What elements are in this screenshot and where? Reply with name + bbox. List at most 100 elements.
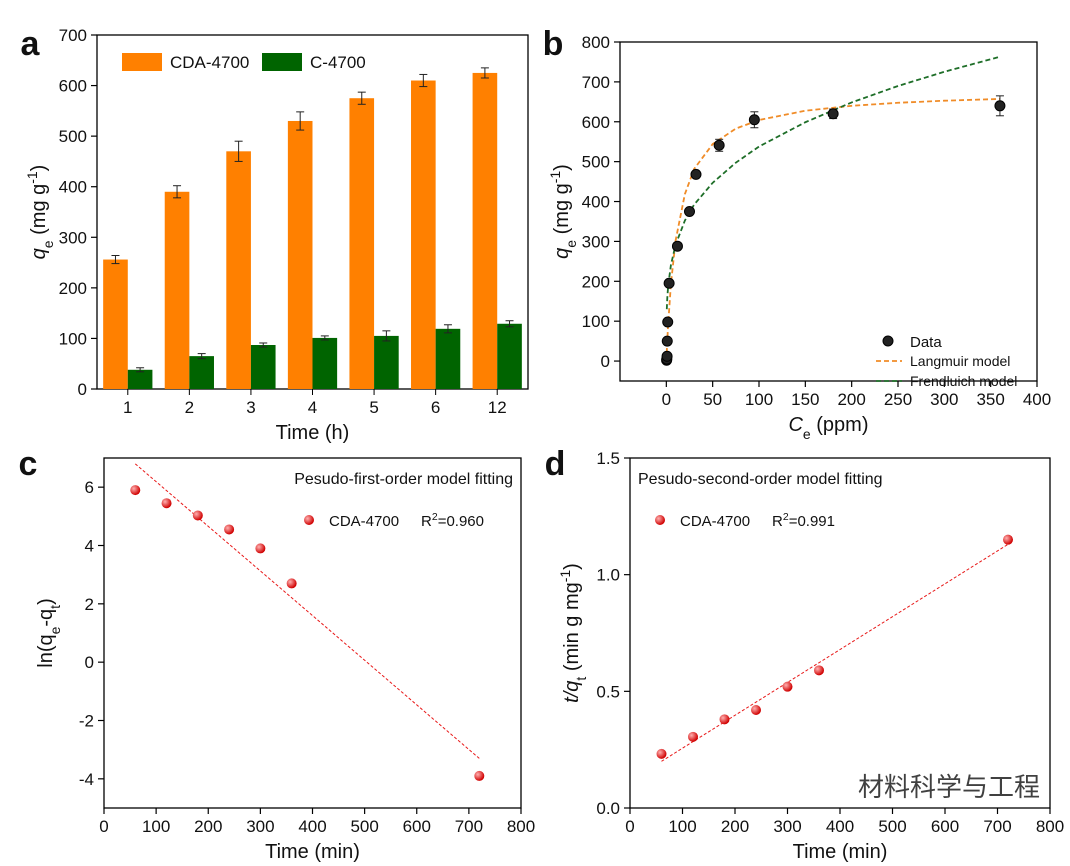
y-tick-label: 0.5: [596, 682, 620, 701]
bar: [189, 356, 214, 389]
plot-frame: [103, 457, 522, 809]
data-point: [656, 748, 667, 759]
x-tick-label: 200: [721, 817, 749, 836]
fit-line: [134, 463, 480, 759]
y-tick-label: 800: [582, 33, 610, 52]
x-tick-label: 0: [99, 817, 108, 836]
data-point: [286, 578, 297, 589]
label-part: e: [40, 240, 56, 248]
data-point: [130, 485, 141, 496]
legend-label: Frendluich model: [910, 373, 1017, 389]
y-tick-label: 2: [85, 595, 94, 614]
watermark: 材料科学与工程: [858, 772, 1040, 802]
x-tick-label: 700: [455, 817, 483, 836]
x-tick-label: 600: [931, 817, 959, 836]
label-part: (ppm): [811, 414, 869, 436]
data-point: [719, 714, 730, 725]
y-axis-label: ln(qe-qt): [35, 598, 63, 668]
label-part: -q: [35, 609, 57, 627]
label-part: (mg g: [28, 184, 50, 241]
x-tick-label: 0: [625, 817, 634, 836]
bar: [103, 259, 128, 389]
data-point: [782, 681, 793, 692]
label-part: ): [35, 598, 57, 605]
plot-frame: [629, 457, 1051, 809]
data-point: [994, 100, 1006, 112]
x-tick-label: 250: [884, 390, 912, 409]
x-tick-label: 500: [878, 817, 906, 836]
y-tick-label: 700: [582, 73, 610, 92]
plot-frame: [619, 41, 1038, 382]
y-tick-label: 0: [601, 352, 610, 371]
label-part: e: [563, 240, 579, 248]
label-part: q: [28, 248, 50, 259]
data-point: [224, 524, 235, 535]
x-tick-label: 150: [791, 390, 819, 409]
y-tick-label: 700: [59, 26, 87, 45]
panel-label: a: [21, 25, 41, 63]
y-tick-label: 500: [582, 153, 610, 172]
label-part: R: [421, 513, 432, 530]
label-part: ): [551, 164, 573, 171]
y-tick-label: 300: [582, 232, 610, 251]
data-point: [474, 770, 485, 781]
legend-marker: [882, 335, 894, 347]
data-point: [1003, 534, 1013, 545]
data-point: [814, 665, 824, 676]
y-axis-label: t/qt (min g mg-1): [557, 563, 589, 703]
data-point: [662, 316, 674, 328]
x-tick-label: 50: [703, 390, 722, 409]
y-tick-label: 600: [59, 77, 87, 96]
legend-label: CDA-4700: [680, 513, 750, 530]
x-tick-label: 600: [403, 817, 431, 836]
r-squared: R2=0.960: [421, 511, 484, 530]
bar: [164, 191, 190, 389]
y-tick-label: 600: [582, 113, 610, 132]
label-part: t/q: [561, 681, 583, 703]
x-axis-label: Time (h): [276, 422, 350, 444]
x-tick-label: 100: [668, 817, 696, 836]
x-tick-label: 350: [976, 390, 1004, 409]
x-tick-label: 400: [298, 817, 326, 836]
data-point: [751, 705, 761, 715]
y-tick-label: 200: [582, 272, 610, 291]
bar: [435, 328, 461, 389]
y-tick-label: 300: [59, 228, 87, 247]
label-part: -1: [24, 171, 40, 184]
bar: [250, 345, 276, 389]
legend-label: C-4700: [310, 53, 366, 72]
data-point: [690, 168, 702, 180]
annotation: Pesudo-first-order model fitting: [294, 471, 513, 488]
x-tick-label: 400: [1023, 390, 1051, 409]
label-part: e: [47, 626, 63, 634]
legend-label: CDA-4700: [329, 513, 399, 530]
x-tick-label: 500: [350, 817, 378, 836]
y-tick-label: 400: [582, 193, 610, 212]
annotation: Pesudo-second-order model fitting: [638, 471, 883, 488]
legend-marker: [655, 515, 665, 525]
data-point: [688, 731, 698, 742]
legend-swatch: [122, 53, 162, 71]
y-tick-label: -2: [79, 712, 94, 731]
fit-line: [665, 55, 1001, 310]
fit-line: [665, 98, 1000, 362]
bar: [374, 335, 399, 389]
data-point: [663, 277, 675, 289]
x-tick-label: 200: [194, 817, 222, 836]
x-tick-label: 3: [246, 398, 255, 417]
data-point: [161, 498, 172, 509]
legend-marker: [304, 515, 314, 525]
label-part: -1: [547, 171, 563, 184]
y-tick-label: 100: [59, 329, 87, 348]
panel-label: c: [19, 445, 38, 483]
x-tick-label: 800: [1036, 817, 1064, 836]
x-tick-label: 2: [185, 398, 194, 417]
label-part: (min g mg: [561, 582, 583, 676]
y-tick-label: 6: [85, 478, 94, 497]
bar: [472, 72, 498, 389]
legend-label: Data: [910, 334, 942, 351]
label-part: (mg g: [551, 183, 573, 240]
label-part: -1: [557, 570, 573, 583]
y-axis-label: qe (mg g-1): [547, 164, 579, 259]
data-point: [661, 350, 673, 362]
